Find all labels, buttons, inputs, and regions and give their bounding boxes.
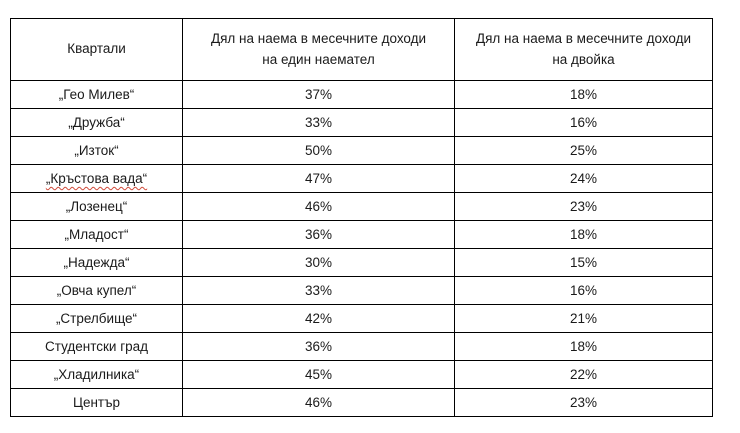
district-cell: „Лозенец“ bbox=[10, 192, 183, 221]
district-cell: „Младост“ bbox=[10, 220, 183, 249]
single-tenant-share-cell: 33% bbox=[182, 276, 455, 305]
couple-share-cell: 16% bbox=[454, 108, 713, 137]
table-row: Студентски град 36% 18% bbox=[10, 332, 713, 361]
header-row: Квартали Дял на наема в месечните доходи… bbox=[10, 18, 713, 81]
district-cell: Център bbox=[10, 388, 183, 417]
single-tenant-share-cell: 33% bbox=[182, 108, 455, 137]
single-tenant-share-cell: 36% bbox=[182, 332, 455, 361]
table-row: „Стрелбище“ 42% 21% bbox=[10, 304, 713, 333]
single-tenant-share-cell: 30% bbox=[182, 248, 455, 277]
single-tenant-share-cell: 37% bbox=[182, 80, 455, 109]
couple-share-cell: 25% bbox=[454, 136, 713, 165]
table-body: „Гео Милев“ 37% 18% „Дружба“ 33% 16% „Изток“ 50… bbox=[10, 80, 713, 417]
couple-share-cell: 22% bbox=[454, 360, 713, 389]
couple-share-cell: 18% bbox=[454, 80, 713, 109]
district-cell: „Кръстова вада“ bbox=[10, 164, 183, 193]
rent-share-table: Квартали Дял на наема в месечните доходи… bbox=[10, 18, 713, 417]
single-tenant-share-cell: 46% bbox=[182, 388, 455, 417]
single-tenant-share-cell: 36% bbox=[182, 220, 455, 249]
single-tenant-share-cell: 47% bbox=[182, 164, 455, 193]
couple-share-cell: 23% bbox=[454, 192, 713, 221]
couple-share-cell: 15% bbox=[454, 248, 713, 277]
single-tenant-share-cell: 50% bbox=[182, 136, 455, 165]
district-cell: „Стрелбище“ bbox=[10, 304, 183, 333]
table-row: „Дружба“ 33% 16% bbox=[10, 108, 713, 137]
header-districts: Квартали bbox=[10, 18, 183, 81]
table-row: Център 46% 23% bbox=[10, 388, 713, 417]
district-cell: „Хладилника“ bbox=[10, 360, 183, 389]
couple-share-cell: 16% bbox=[454, 276, 713, 305]
district-cell: Студентски град bbox=[10, 332, 183, 361]
couple-share-cell: 18% bbox=[454, 220, 713, 249]
district-cell: „Овча купел“ bbox=[10, 276, 183, 305]
couple-share-cell: 18% bbox=[454, 332, 713, 361]
table-row: „Изток“ 50% 25% bbox=[10, 136, 713, 165]
single-tenant-share-cell: 46% bbox=[182, 192, 455, 221]
table-row: „Надежда“ 30% 15% bbox=[10, 248, 713, 277]
table-row: „Гео Милев“ 37% 18% bbox=[10, 80, 713, 109]
single-tenant-share-cell: 42% bbox=[182, 304, 455, 333]
district-cell: „Надежда“ bbox=[10, 248, 183, 277]
single-tenant-share-cell: 45% bbox=[182, 360, 455, 389]
header-couple-share: Дял на наема в месечните доходи на двойк… bbox=[454, 18, 713, 81]
district-cell: „Изток“ bbox=[10, 136, 183, 165]
couple-share-cell: 23% bbox=[454, 388, 713, 417]
spellcheck-underlined-text: „Кръстова вада“ bbox=[45, 171, 148, 186]
table-row: „Кръстова вада“ 47% 24% bbox=[10, 164, 713, 193]
table-row: „Лозенец“ 46% 23% bbox=[10, 192, 713, 221]
district-cell: „Дружба“ bbox=[10, 108, 183, 137]
table-row: „Хладилника“ 45% 22% bbox=[10, 360, 713, 389]
table-row: „Овча купел“ 33% 16% bbox=[10, 276, 713, 305]
table-row: „Младост“ 36% 18% bbox=[10, 220, 713, 249]
document-page: Квартали Дял на наема в месечните доходи… bbox=[10, 18, 713, 417]
header-single-tenant-share: Дял на наема в месечните доходи на един … bbox=[182, 18, 455, 81]
couple-share-cell: 24% bbox=[454, 164, 713, 193]
district-cell: „Гео Милев“ bbox=[10, 80, 183, 109]
couple-share-cell: 21% bbox=[454, 304, 713, 333]
